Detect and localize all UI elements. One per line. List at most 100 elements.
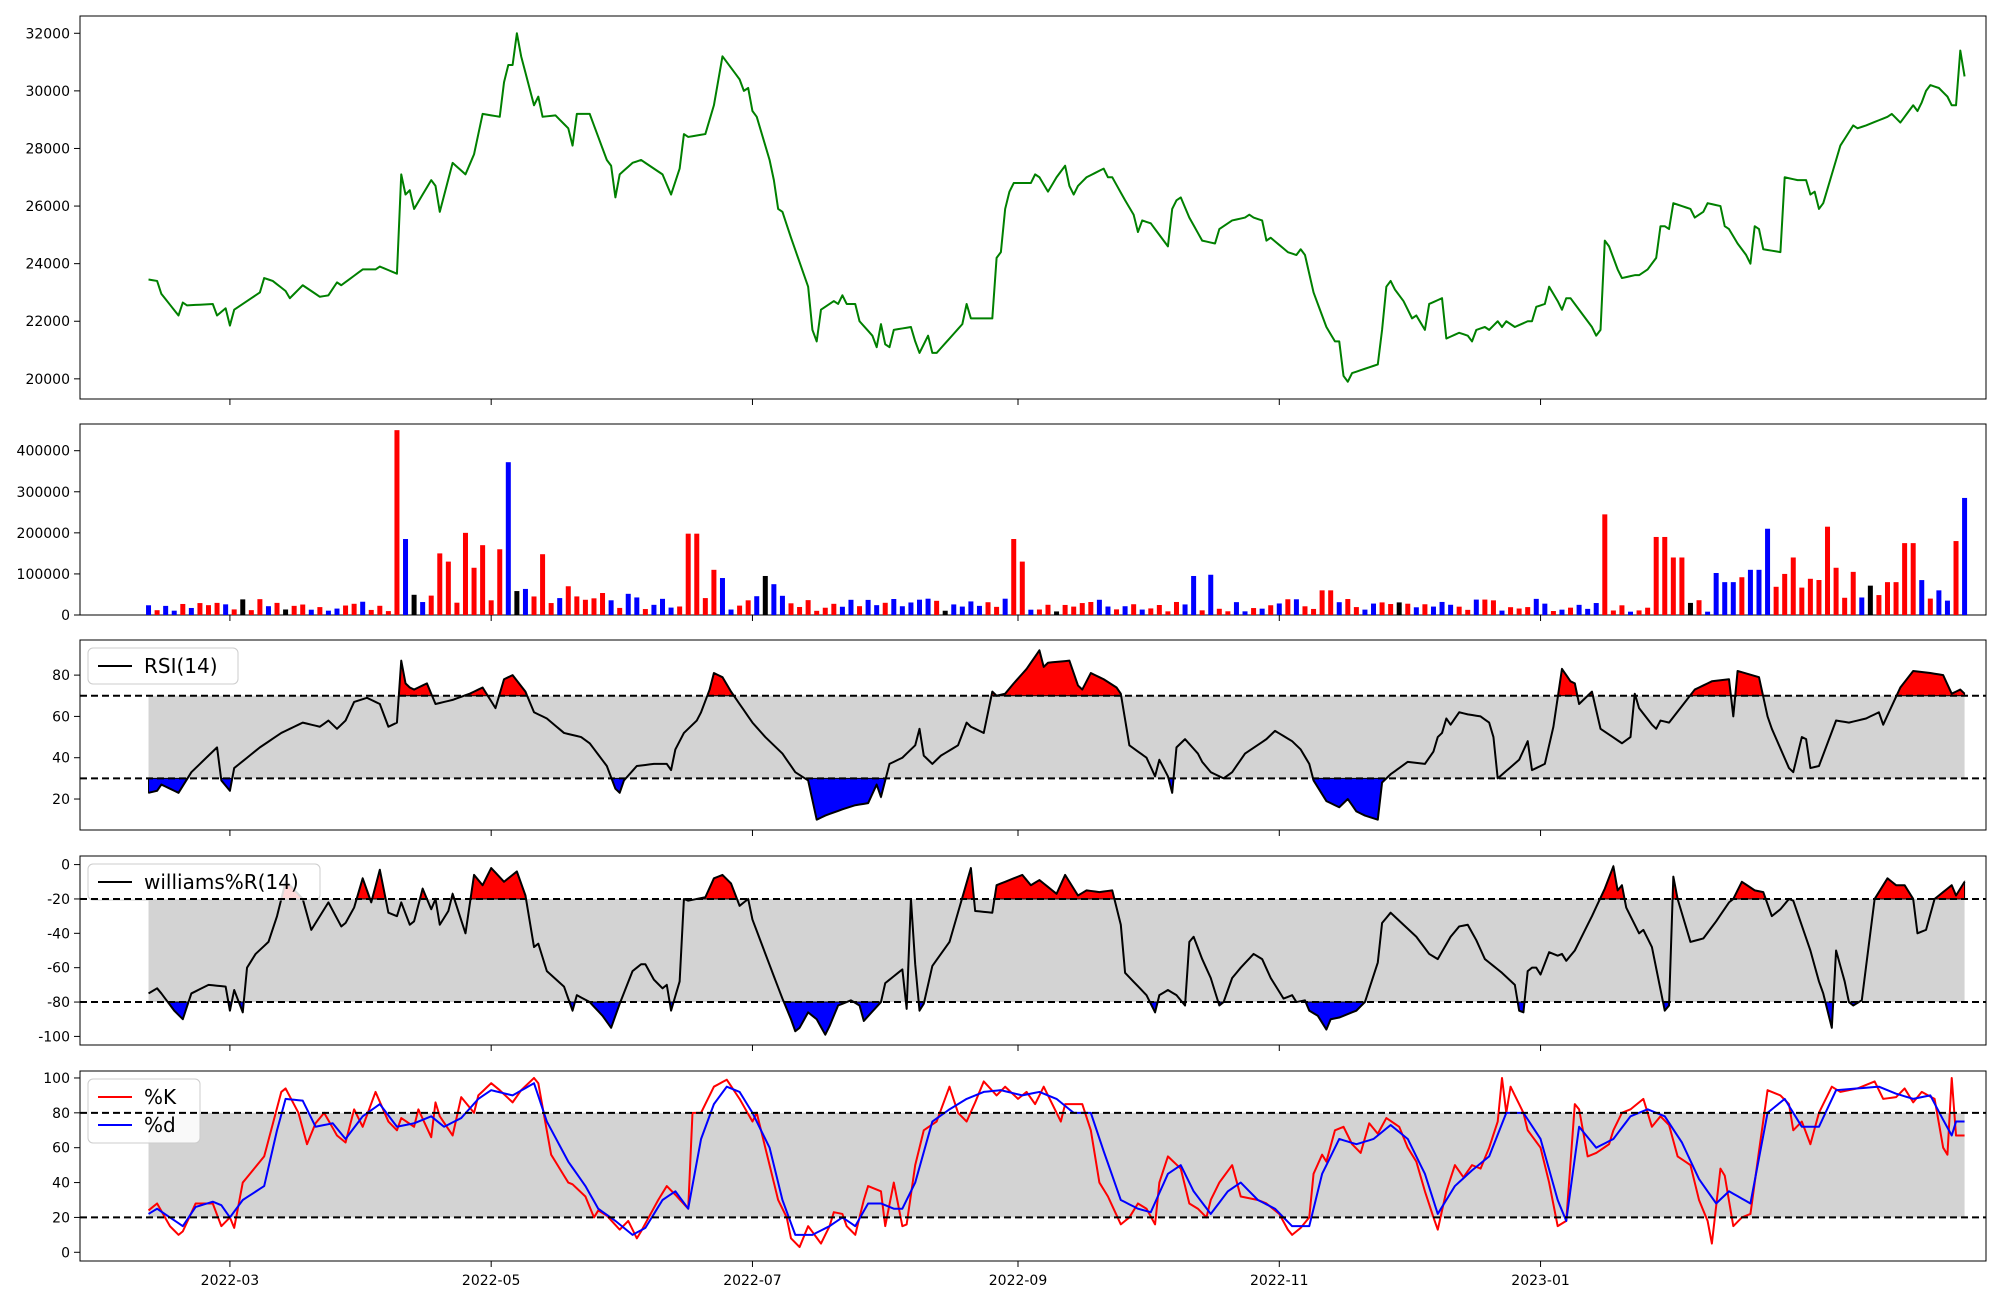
volume-bar (326, 611, 331, 615)
volume-bar (317, 607, 322, 615)
volume-bar (583, 600, 588, 615)
volume-bar (1071, 607, 1076, 615)
volume-bar (1825, 527, 1830, 615)
volume-bar (1491, 600, 1496, 615)
volume-bar (960, 607, 965, 615)
volume-bar (1791, 557, 1796, 615)
volume-bar (1868, 586, 1873, 615)
volume-bar (1508, 607, 1513, 615)
rsi-oversold-fill (805, 778, 886, 819)
volume-bar (266, 606, 271, 615)
volume-ytick-label: 400000 (17, 444, 70, 460)
x-tick-label: 2022-03 (201, 1273, 260, 1289)
volume-bar (1671, 557, 1676, 615)
williams-ytick-label: 0 (61, 858, 70, 874)
volume-bar (1542, 604, 1547, 615)
volume-bar (1268, 605, 1273, 615)
volume-bar (874, 605, 879, 615)
volume-bar (1705, 612, 1710, 615)
volume-bar (1217, 609, 1222, 615)
volume-bar (1457, 607, 1462, 615)
volume-bar (866, 600, 871, 615)
williams-ytick-label: -60 (47, 961, 70, 977)
volume-bar (463, 533, 468, 615)
volume-bar (891, 599, 896, 615)
volume-bar (1131, 604, 1136, 615)
volume-bar (1851, 572, 1856, 615)
rsi-overbought-fill (499, 675, 527, 696)
volume-bar (480, 545, 485, 615)
volume-bar (1397, 602, 1402, 615)
stochastic-ytick-label: 0 (61, 1245, 70, 1261)
volume-bar (951, 604, 956, 615)
volume-bar (223, 604, 228, 615)
volume-bar (1388, 604, 1393, 615)
volume-bar (1405, 604, 1410, 615)
volume-bar (917, 600, 922, 615)
volume-bar (1962, 498, 1967, 615)
volume-bar (352, 604, 357, 615)
volume-bar (403, 539, 408, 615)
volume-bar (1320, 590, 1325, 615)
volume-bar (437, 553, 442, 615)
volume-bar (1440, 602, 1445, 615)
volume-bar (1414, 607, 1419, 615)
stochastic-ytick-label: 20 (52, 1210, 70, 1226)
volume-bar (1063, 605, 1068, 615)
volume-bar (934, 601, 939, 615)
x-tick-label: 2023-01 (1511, 1273, 1570, 1289)
price-panel-frame (80, 16, 1986, 399)
volume-bar (1628, 612, 1633, 615)
volume-bar (1362, 610, 1367, 615)
volume-bar (763, 576, 768, 615)
volume-bar (600, 593, 605, 615)
stochastic-legend-label: %d (144, 1113, 176, 1137)
x-tick-label: 2022-05 (462, 1273, 521, 1289)
volume-ytick-label: 100000 (17, 567, 70, 583)
x-tick-label: 2022-11 (1250, 1273, 1309, 1289)
volume-bar (549, 603, 554, 615)
volume-bar (1551, 611, 1556, 615)
volume-bar (1465, 610, 1470, 615)
volume-bar (1097, 600, 1102, 615)
volume-bar (1568, 608, 1573, 615)
volume-bar (523, 589, 528, 615)
volume-bar (292, 606, 297, 615)
volume-bar (540, 554, 545, 615)
volume-bar (1260, 609, 1265, 615)
volume-bar (1277, 603, 1282, 615)
rsi-ytick-label: 80 (52, 668, 70, 684)
volume-bar (1945, 601, 1950, 615)
volume-bar (1577, 605, 1582, 615)
volume-bar (1234, 602, 1239, 615)
volume-bar (643, 609, 648, 615)
volume-bar (1559, 610, 1564, 615)
volume-bar (1697, 600, 1702, 615)
volume-bar (1816, 580, 1821, 615)
volume-bar (232, 609, 237, 615)
volume-bar (1243, 611, 1248, 615)
volume-bar (694, 534, 699, 615)
williams-ytick-label: -20 (47, 892, 70, 908)
rsi-overbought-fill (991, 650, 1121, 695)
volume-bar (1611, 610, 1616, 615)
volume-bar (1140, 610, 1145, 615)
volume-bar (1688, 603, 1693, 615)
volume-bar (1422, 604, 1427, 615)
volume-bar (1722, 582, 1727, 615)
volume-bar (206, 605, 211, 615)
volume-bar (617, 608, 622, 615)
volume-bar (1774, 587, 1779, 615)
volume-bar (1808, 579, 1813, 615)
volume-bar (1500, 611, 1505, 615)
volume-bar (1799, 588, 1804, 615)
volume-bar (1174, 602, 1179, 615)
volume-bar (651, 605, 656, 615)
volume-bar (1928, 599, 1933, 615)
x-tick-label: 2022-07 (723, 1273, 782, 1289)
x-tick-label: 2022-09 (989, 1273, 1048, 1289)
volume-bar (163, 606, 168, 615)
price-ytick-label: 26000 (25, 199, 70, 215)
